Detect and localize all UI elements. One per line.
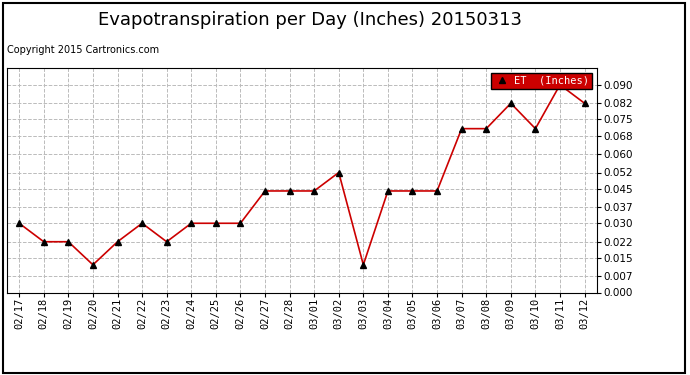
Text: Copyright 2015 Cartronics.com: Copyright 2015 Cartronics.com: [7, 45, 159, 55]
Legend: ET  (Inches): ET (Inches): [491, 73, 591, 89]
Text: Evapotranspiration per Day (Inches) 20150313: Evapotranspiration per Day (Inches) 2015…: [99, 11, 522, 29]
